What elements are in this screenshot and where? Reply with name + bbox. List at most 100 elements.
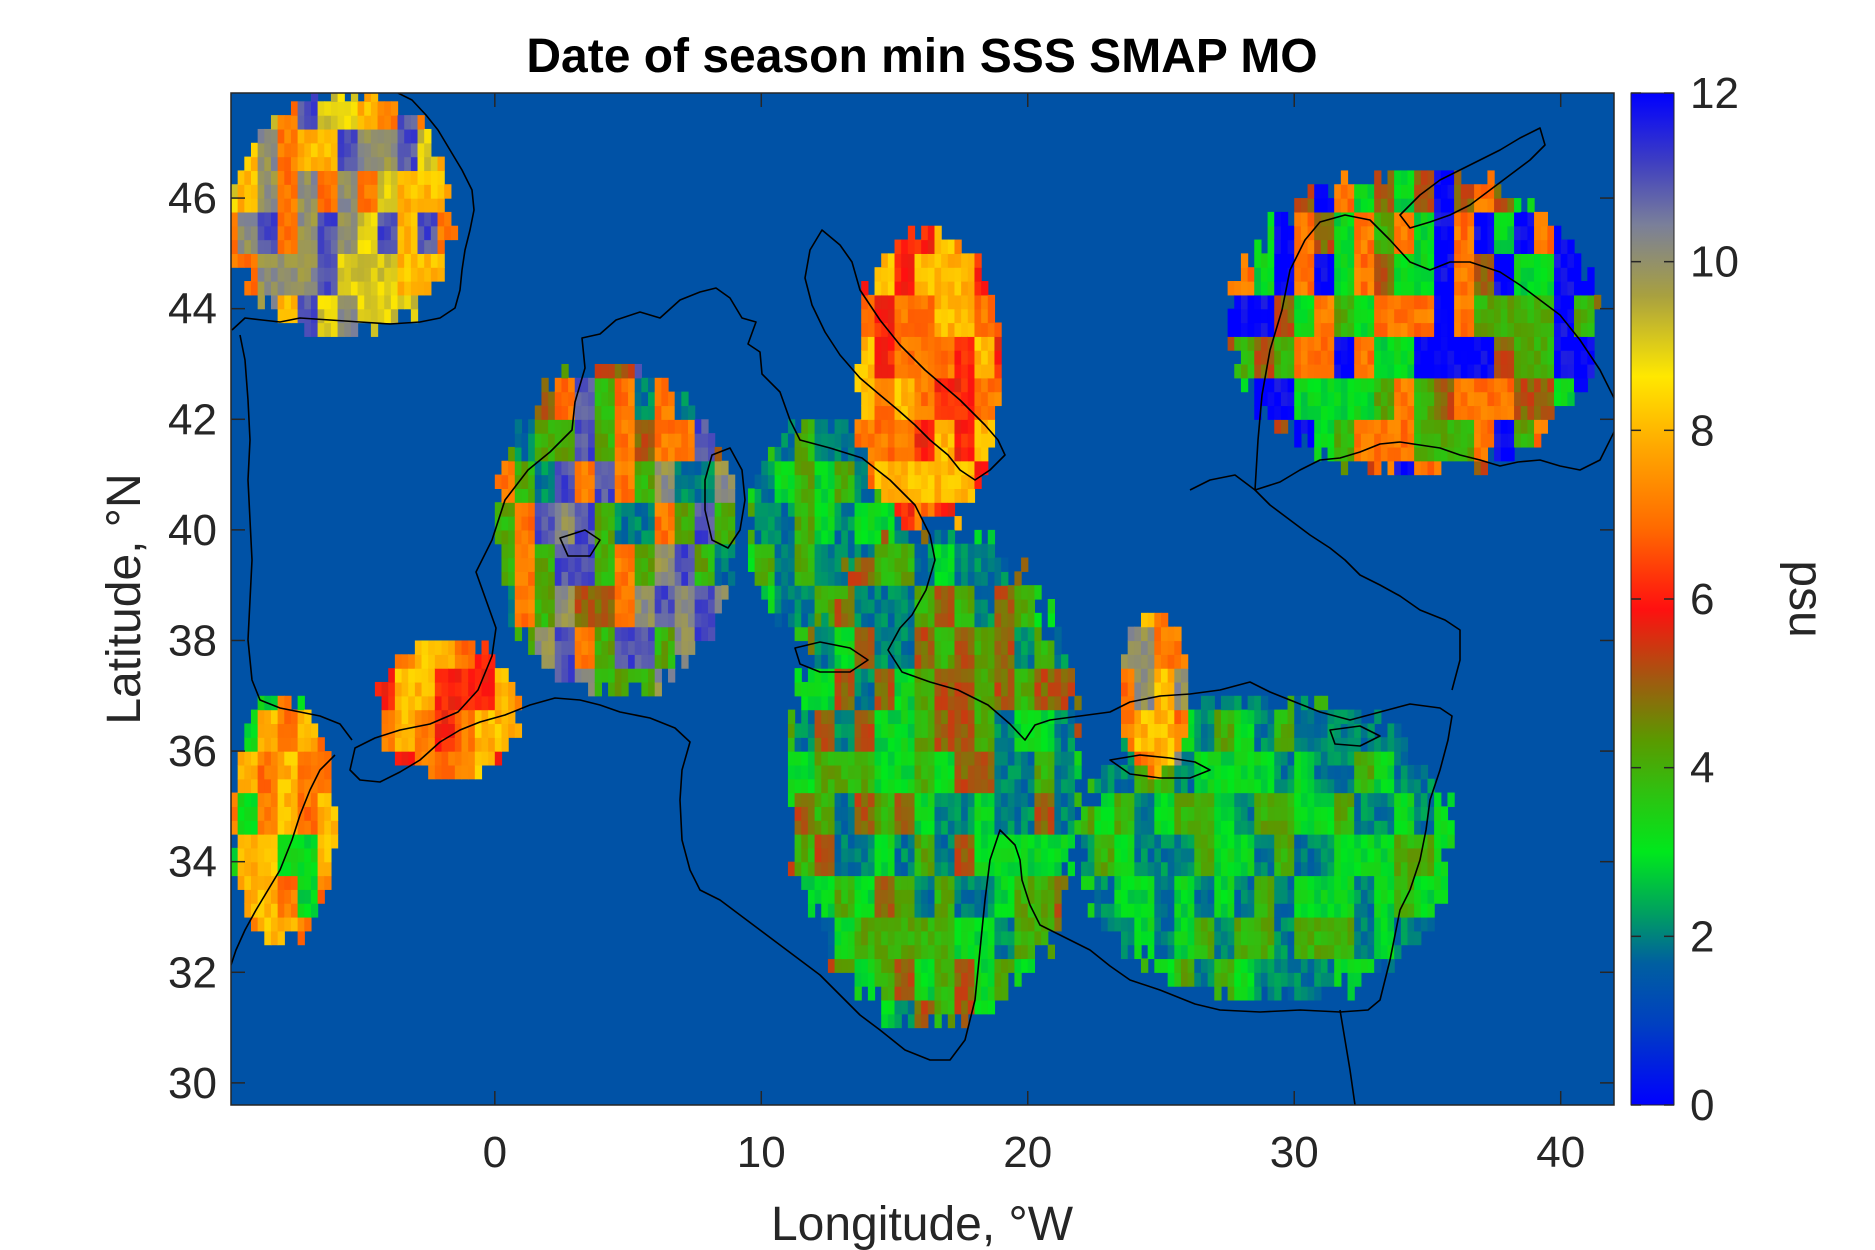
- heatmap-cell: [1174, 847, 1182, 863]
- heatmap-cell: [621, 502, 629, 517]
- heatmap-cell: [1054, 861, 1062, 877]
- heatmap-cell: [787, 599, 796, 614]
- heatmap-cell: [474, 737, 483, 752]
- heatmap-cell: [1387, 363, 1395, 379]
- heatmap-cell: [277, 709, 285, 725]
- heatmap-cell: [1334, 225, 1342, 241]
- heatmap-cell: [887, 253, 896, 268]
- heatmap-cell: [1400, 184, 1409, 199]
- heatmap-cell: [1300, 391, 1309, 407]
- heatmap-cell: [1027, 847, 1036, 863]
- heatmap-cell: [324, 806, 332, 821]
- heatmap-cell: [1374, 211, 1382, 227]
- heatmap-cell: [1227, 889, 1235, 904]
- heatmap-cell: [297, 930, 305, 946]
- heatmap-cell: [861, 737, 869, 752]
- heatmap-cell: [974, 391, 982, 407]
- heatmap-cell: [1234, 778, 1242, 794]
- heatmap-cell: [1374, 875, 1382, 890]
- heatmap-cell: [1134, 709, 1142, 725]
- heatmap-cell: [1400, 778, 1409, 794]
- heatmap-cell: [1167, 972, 1175, 987]
- heatmap-cell: [1141, 861, 1149, 877]
- heatmap-cell: [641, 488, 649, 503]
- heatmap-cell: [854, 930, 862, 946]
- heatmap-cell: [927, 640, 936, 655]
- heatmap-cell: [1287, 695, 1295, 711]
- heatmap-cell: [568, 405, 576, 420]
- heatmap-cell: [641, 557, 649, 572]
- heatmap-cell: [867, 433, 876, 448]
- heatmap-cell: [954, 294, 962, 310]
- heatmap-cell: [397, 253, 405, 268]
- heatmap-cell: [881, 668, 889, 683]
- heatmap-cell: [921, 764, 929, 780]
- heatmap-cell: [914, 571, 922, 586]
- heatmap-cell: [1240, 806, 1249, 821]
- heatmap-cell: [648, 557, 656, 572]
- heatmap-cell: [1260, 820, 1269, 835]
- heatmap-cell: [1254, 958, 1262, 973]
- heatmap-cell: [954, 847, 962, 863]
- heatmap-cell: [277, 156, 285, 172]
- heatmap-cell: [907, 861, 916, 877]
- heatmap-cell: [761, 571, 769, 586]
- heatmap-cell: [257, 875, 265, 890]
- heatmap-cell: [1320, 405, 1329, 420]
- heatmap-cell: [1334, 903, 1342, 918]
- heatmap-cell: [1174, 751, 1182, 766]
- heatmap-cell: [648, 668, 656, 683]
- heatmap-cell: [1114, 903, 1122, 918]
- heatmap-cell: [561, 446, 569, 462]
- heatmap-cell: [454, 640, 463, 655]
- heatmap-cell: [1021, 944, 1029, 960]
- heatmap-cell: [934, 599, 942, 614]
- heatmap-cell: [1307, 737, 1315, 752]
- heatmap-cell: [1300, 834, 1309, 849]
- heatmap-cell: [801, 709, 809, 725]
- heatmap-cell: [1180, 723, 1189, 738]
- heatmap-cell: [317, 170, 325, 185]
- heatmap-cell: [721, 502, 729, 517]
- heatmap-cell: [237, 875, 245, 890]
- heatmap-cell: [1334, 350, 1342, 365]
- heatmap-cell: [1027, 640, 1036, 655]
- heatmap-cell: [1314, 751, 1322, 766]
- heatmap-cell: [561, 419, 569, 434]
- heatmap-cell: [1194, 847, 1202, 863]
- heatmap-cell: [1047, 916, 1055, 932]
- heatmap-cell: [1374, 861, 1382, 877]
- heatmap-cell: [921, 350, 929, 365]
- heatmap-cell: [594, 612, 602, 628]
- heatmap-cell: [1420, 861, 1429, 877]
- heatmap-cell: [668, 654, 676, 669]
- heatmap-cell: [1407, 861, 1415, 877]
- heatmap-cell: [894, 350, 902, 365]
- heatmap-cell: [401, 751, 409, 766]
- heatmap-cell: [554, 571, 563, 586]
- heatmap-cell: [927, 557, 936, 572]
- heatmap-cell: [257, 861, 265, 877]
- heatmap-cell: [934, 861, 942, 877]
- heatmap-cell: [270, 764, 279, 780]
- heatmap-cell: [1007, 792, 1016, 807]
- heatmap-cell: [814, 764, 822, 780]
- heatmap-cell: [1267, 972, 1275, 987]
- heatmap-cell: [801, 433, 809, 448]
- heatmap-cell: [654, 668, 662, 683]
- heatmap-cell: [941, 764, 949, 780]
- heatmap-cell: [621, 446, 629, 462]
- heatmap-cell: [594, 433, 602, 448]
- heatmap-cell: [1240, 875, 1249, 890]
- heatmap-cell: [947, 709, 956, 725]
- heatmap-cell: [874, 751, 882, 766]
- heatmap-cell: [1220, 944, 1229, 960]
- heatmap-cell: [277, 820, 285, 835]
- heatmap-cell: [277, 308, 285, 324]
- heatmap-cell: [907, 640, 916, 655]
- heatmap-cell: [508, 723, 516, 738]
- heatmap-cell: [494, 737, 503, 752]
- heatmap-cell: [1141, 626, 1149, 642]
- heatmap-cell: [987, 723, 996, 738]
- heatmap-cell: [330, 281, 339, 296]
